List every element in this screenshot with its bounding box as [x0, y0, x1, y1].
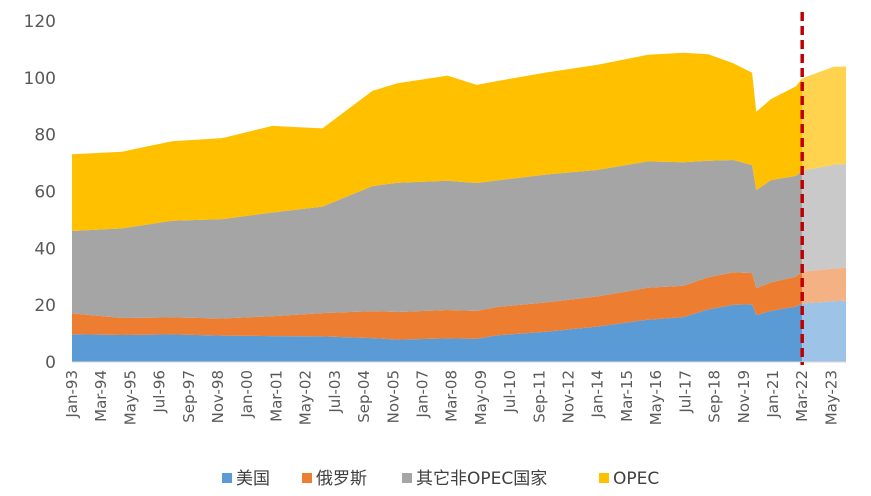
legend: 美国 俄罗斯 其它非OPEC国家 OPEC — [222, 469, 659, 489]
y-tick-label: 20 — [34, 296, 56, 316]
legend-item: OPEC — [599, 469, 659, 489]
y-tick-label: 40 — [34, 239, 56, 259]
y-tick-label: 120 — [24, 12, 56, 32]
x-tick-label: Nov-98 — [209, 370, 227, 423]
x-tick-label: Jan-21 — [764, 370, 782, 419]
x-tick-label: Jul-96 — [151, 370, 169, 414]
x-tick-label: May-02 — [297, 370, 315, 425]
legend-label: 其它非OPEC国家 — [416, 469, 547, 489]
x-tick-label: May-23 — [822, 370, 840, 425]
legend-swatch — [599, 473, 609, 483]
x-tick-label: Jul-10 — [501, 370, 519, 414]
x-tick-label: Jul-03 — [326, 370, 344, 414]
legend-item: 美国 — [222, 469, 270, 489]
y-axis: 0 20 40 60 80 100 120 — [24, 12, 56, 373]
y-tick-label: 80 — [34, 126, 56, 146]
y-tick-label: 100 — [24, 69, 56, 89]
legend-swatch — [402, 473, 412, 483]
x-tick-label: Nov-19 — [735, 370, 753, 423]
legend-label: OPEC — [613, 469, 659, 489]
x-tick-label: Jul-17 — [676, 370, 694, 414]
x-tick-label: May-16 — [647, 370, 665, 425]
x-tick-label: Mar-01 — [267, 370, 285, 422]
x-tick-label: Jan-93 — [63, 370, 81, 419]
x-tick-label: Mar-08 — [443, 370, 461, 422]
legend-label: 俄罗斯 — [316, 469, 367, 489]
y-tick-label: 0 — [45, 353, 56, 373]
legend-swatch — [222, 473, 232, 483]
x-tick-label: Mar-15 — [618, 370, 636, 422]
x-axis: Jan-93 Mar-94 May-95 Jul-96 Sep-97 Nov-98 Jan-… — [63, 370, 840, 425]
x-tick-label: Nov-05 — [384, 370, 402, 423]
series-2-area-forecast — [802, 163, 846, 272]
x-tick-label: Jan-14 — [589, 370, 607, 419]
series-2-area-historical — [72, 160, 803, 319]
legend-item: 俄罗斯 — [302, 469, 367, 489]
x-tick-label: Sep-11 — [530, 370, 548, 423]
series-0-area-historical — [72, 303, 803, 362]
x-tick-label: Sep-97 — [180, 370, 198, 423]
y-tick-label: 60 — [34, 183, 56, 203]
x-tick-label: Sep-04 — [355, 370, 373, 423]
x-tick-label: May-95 — [121, 370, 139, 425]
series-1-area-forecast — [802, 267, 846, 304]
x-tick-label: Jan-07 — [413, 370, 431, 419]
x-tick-label: Sep-18 — [706, 370, 724, 423]
series-3-area-historical — [72, 52, 803, 231]
x-tick-label: May-09 — [472, 370, 490, 425]
x-tick-label: Mar-94 — [92, 370, 110, 422]
legend-label: 美国 — [236, 469, 270, 489]
series-1-area-historical — [72, 271, 803, 340]
series-0-area-forecast — [802, 300, 846, 362]
x-tick-label: Nov-12 — [560, 370, 578, 423]
legend-item: 其它非OPEC国家 — [402, 469, 547, 489]
series-3-area-forecast — [802, 66, 846, 171]
x-tick-label: Mar-22 — [793, 370, 811, 422]
legend-swatch — [302, 473, 312, 483]
area-layers — [72, 52, 846, 362]
x-tick-label: Jan-00 — [238, 370, 256, 419]
